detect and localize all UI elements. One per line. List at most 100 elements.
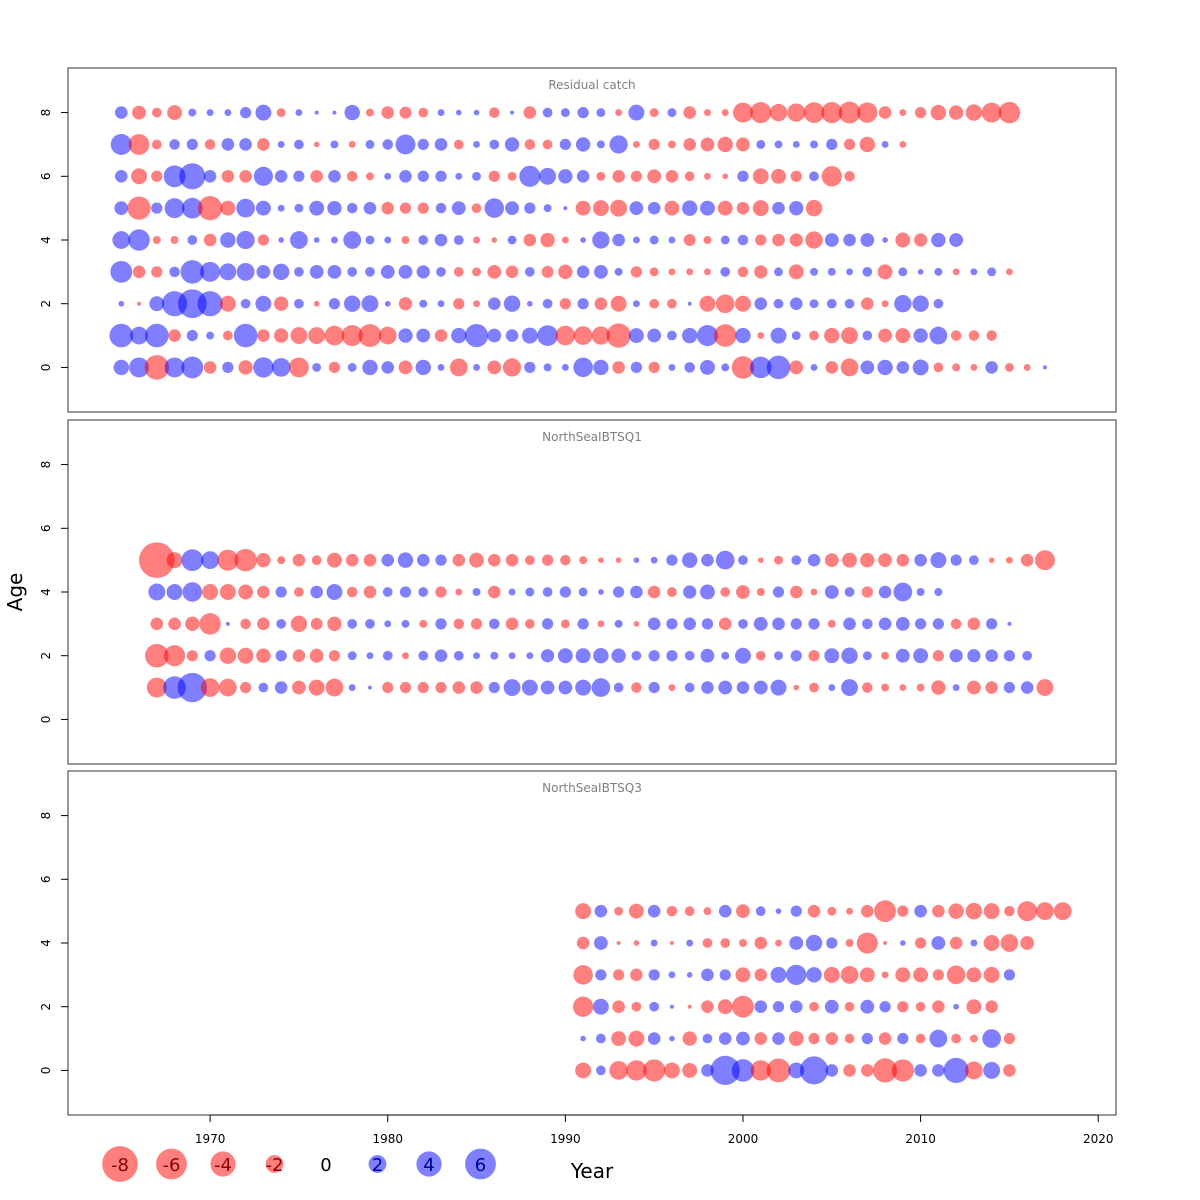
residual-bubble [276, 618, 287, 629]
residual-bubble [860, 360, 875, 375]
residual-bubble [132, 265, 146, 279]
residual-bubble [576, 169, 590, 183]
residual-bubble [470, 681, 483, 694]
residual-bubble [985, 649, 998, 663]
residual-bubble [721, 109, 729, 117]
residual-bubble [862, 682, 873, 693]
residual-bubble [273, 328, 289, 343]
residual-bubble [526, 652, 534, 660]
residual-bubble [596, 1033, 606, 1044]
residual-bubble [1003, 1064, 1016, 1077]
residual-bubble [361, 295, 379, 313]
residual-bubble [754, 297, 768, 311]
residual-bubble [278, 237, 284, 243]
residual-bubble [1053, 902, 1072, 921]
legend-item: -4 [210, 1151, 236, 1177]
residual-bubble [561, 236, 569, 244]
residual-bubble [821, 102, 843, 124]
residual-bubble [805, 231, 823, 249]
residual-bubble [986, 330, 997, 341]
residual-bubble [700, 137, 715, 152]
residual-bubble [757, 332, 765, 340]
residual-bubble [770, 679, 787, 696]
residual-bubble [756, 588, 765, 596]
residual-bubble [558, 680, 573, 695]
residual-bubble [203, 169, 217, 183]
residual-bubble [473, 236, 480, 244]
residual-bubble [152, 236, 161, 244]
residual-bubble [384, 620, 392, 628]
residual-bubble [294, 298, 304, 309]
residual-bubble [524, 618, 535, 629]
residual-bubble [169, 139, 180, 150]
residual-bubble [580, 1035, 586, 1042]
residual-bubble [293, 170, 305, 182]
residual-bubble [238, 360, 253, 375]
residual-bubble [255, 295, 272, 312]
residual-bubble [560, 554, 571, 566]
residual-bubble [840, 358, 859, 377]
residual-bubble [881, 140, 889, 148]
residual-bubble [145, 643, 169, 668]
residual-bubble [347, 618, 358, 629]
residual-bubble [861, 297, 874, 311]
residual-bubble [966, 967, 982, 983]
residual-bubble [827, 619, 836, 628]
panel-title: NorthSeaIBTSQ1 [542, 430, 642, 444]
residual-bubble [809, 330, 819, 341]
residual-bubble [203, 361, 217, 374]
residual-bubble [1003, 969, 1016, 981]
residual-bubble [419, 299, 428, 308]
residual-bubble [843, 1064, 856, 1077]
legend-item: 6 [465, 1148, 496, 1180]
residual-bubble [591, 326, 611, 345]
residual-bubble [151, 139, 162, 150]
residual-bubble [236, 198, 255, 218]
residual-bubble [186, 138, 198, 151]
residual-bubble [611, 648, 626, 663]
residual-bubble [649, 267, 659, 277]
residual-bubble [593, 359, 609, 376]
residual-bubble [328, 169, 341, 183]
residual-bubble [435, 170, 447, 182]
residual-bubble [718, 904, 732, 918]
residual-bubble [788, 1031, 804, 1047]
residual-bubble [110, 260, 133, 283]
residual-bubble [788, 264, 804, 280]
residual-bubble [752, 168, 769, 185]
residual-bubble [859, 967, 875, 983]
residual-bubble [752, 200, 769, 217]
residual-bubble [311, 555, 322, 566]
residual-bubble [275, 586, 287, 598]
residual-bubble [113, 359, 130, 376]
residual-bubble [132, 105, 146, 120]
residual-bubble [878, 553, 892, 568]
residual-bubble [810, 267, 819, 276]
residual-bubble [649, 1001, 660, 1012]
residual-bubble [1003, 681, 1016, 694]
residual-bubble [415, 359, 431, 376]
residual-bubble [681, 200, 698, 216]
residual-bubble [950, 330, 962, 341]
residual-bubble [233, 323, 258, 348]
residual-bubble [1020, 681, 1034, 694]
residual-bubble [648, 138, 660, 151]
residual-bubble [878, 617, 892, 631]
residual-bubble [700, 200, 715, 216]
residual-bubble [665, 169, 679, 183]
residual-bubble [367, 685, 372, 690]
residual-bubble [986, 618, 998, 630]
y-tick-label: 6 [39, 172, 53, 180]
residual-bubble [110, 133, 132, 155]
residual-bubble [632, 140, 640, 148]
residual-bubble [613, 969, 625, 981]
residual-bubble [341, 325, 363, 347]
residual-bubble [913, 328, 928, 343]
legend-label: -4 [214, 1155, 232, 1176]
residual-bubble [755, 906, 766, 917]
residual-bubble [809, 682, 819, 693]
residual-bubble [844, 1001, 855, 1012]
residual-bubble [399, 202, 412, 214]
residual-bubble [823, 966, 840, 983]
residual-bubble [750, 102, 772, 124]
